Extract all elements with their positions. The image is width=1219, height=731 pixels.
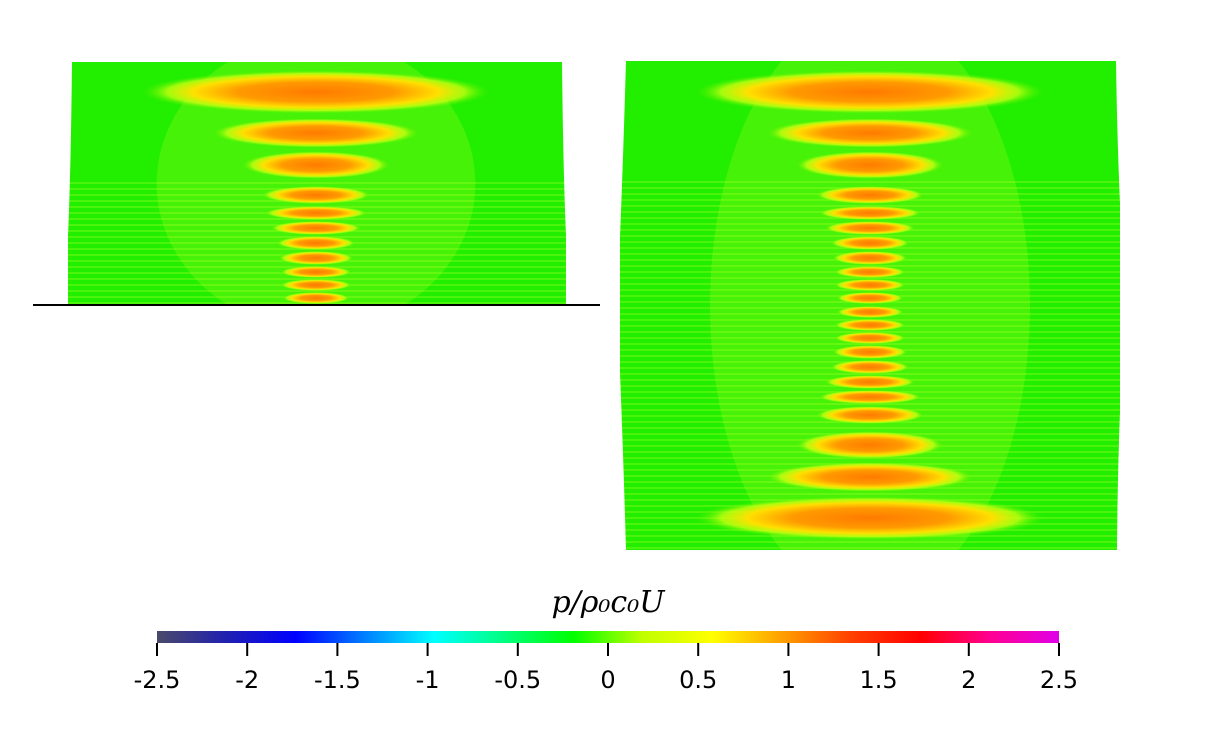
field-stripe [620, 547, 1120, 549]
pressure-lobe [836, 306, 904, 318]
field-stripe [620, 181, 1120, 183]
pressure-lobe [141, 70, 491, 114]
pressure-lobe [280, 279, 352, 291]
pressure-lobe [818, 390, 922, 404]
field-stripe [68, 290, 566, 292]
pressure-lobe [264, 206, 368, 220]
colorbar-tick-label: -0.5 [494, 666, 541, 694]
right-pressure-field [620, 61, 1120, 550]
pressure-lobe [795, 151, 945, 179]
pressure-lobe [824, 221, 916, 235]
pressure-lobe [836, 292, 904, 304]
field-stripe [68, 278, 566, 280]
pressure-lobe [695, 496, 1045, 540]
pressure-lobe [765, 462, 975, 492]
field-stripe [620, 541, 1120, 543]
pressure-lobe [270, 221, 362, 235]
pressure-lobe [834, 332, 906, 344]
pressure-lobe [278, 251, 354, 265]
pressure-lobe [795, 431, 945, 459]
panel-edge [1116, 61, 1120, 550]
pressure-lobe [211, 118, 421, 148]
panel-edge [68, 62, 72, 305]
left-pressure-field [68, 62, 566, 305]
panel-edge [620, 61, 626, 550]
pressure-lobe [830, 236, 910, 250]
field-stripe [620, 427, 1120, 429]
pressure-lobe [830, 360, 910, 374]
colorbar-tick-label: -2 [235, 666, 259, 694]
pressure-lobe [834, 319, 906, 331]
pressure-lobe [261, 186, 371, 204]
pressure-lobe [832, 251, 908, 265]
pressure-lobe [241, 151, 391, 179]
pressure-lobe [282, 292, 350, 304]
colorbar-tick-label: -2.5 [134, 666, 181, 694]
colorbar-tick-label: -1 [416, 666, 440, 694]
colorbar-tick-label: 1 [781, 666, 796, 694]
pressure-lobe [815, 186, 925, 204]
panel-edge [562, 62, 566, 305]
pressure-lobe [695, 70, 1045, 114]
pressure-lobe [818, 206, 922, 220]
colorbar-tick-label: 2 [961, 666, 976, 694]
field-stripe [68, 182, 566, 184]
pressure-lobe [834, 266, 906, 278]
field-glow [710, 61, 1030, 550]
colorbar-tick-label: -1.5 [314, 666, 361, 694]
pressure-lobe [832, 345, 908, 359]
pressure-lobe [276, 236, 356, 250]
field-stripe [620, 493, 1120, 495]
pressure-lobe [280, 266, 352, 278]
pressure-lobe [834, 279, 906, 291]
colorbar: p/ρ₀c₀U -2.5 -2 -1.5 -1 -0.5 0 0.5 1 1.5 2 2.5 [134, 585, 1079, 694]
colorbar-gradient [157, 631, 1059, 643]
field-glow [156, 62, 476, 305]
colorbar-tick-label: 2.5 [1040, 666, 1078, 694]
colorbar-tick-label: 1.5 [860, 666, 898, 694]
colorbar-tick-label: 0.5 [679, 666, 717, 694]
pressure-lobe [824, 375, 916, 389]
colorbar-label: p/ρ₀c₀U [551, 585, 666, 620]
pressure-lobe [815, 406, 925, 424]
pressure-lobe [765, 118, 975, 148]
colorbar-tick-label: 0 [600, 666, 615, 694]
